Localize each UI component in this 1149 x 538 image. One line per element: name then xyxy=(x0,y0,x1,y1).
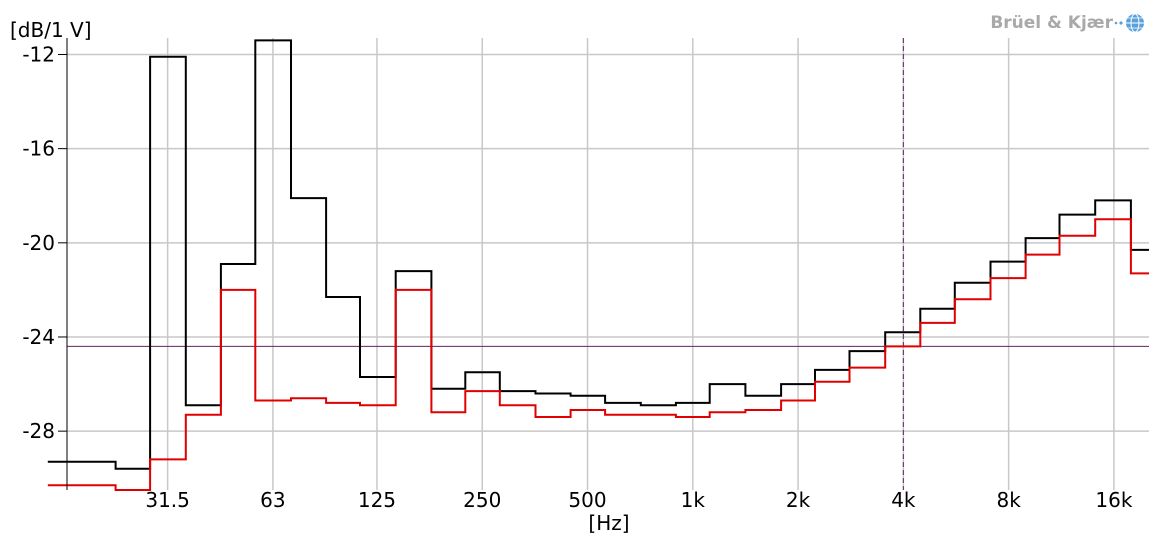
x-tick-label: 8k xyxy=(996,488,1021,512)
x-axis-label: [Hz] xyxy=(588,511,629,535)
x-tick-label: 125 xyxy=(358,488,396,512)
y-axis-label: [dB/1 V] xyxy=(10,18,92,42)
x-tick-label: 63 xyxy=(260,488,285,512)
y-tick-label: -20 xyxy=(22,231,55,255)
x-tick-label: 16k xyxy=(1095,488,1132,512)
brand-logo: Brüel & Kjær xyxy=(990,13,1144,33)
y-tick-label: -28 xyxy=(22,419,55,443)
y-axis: -12 -16 -20 -24 -28 xyxy=(22,42,67,443)
y-tick-label: -16 xyxy=(22,137,55,161)
brand-name: Brüel & Kjær xyxy=(990,13,1113,33)
x-tick-label: 31.5 xyxy=(145,488,190,512)
x-tick-label: 2k xyxy=(786,488,811,512)
x-tick-label: 500 xyxy=(568,488,606,512)
x-tick-label: 1k xyxy=(681,488,706,512)
series-line-2 xyxy=(47,218,1149,491)
x-tick-label: 250 xyxy=(463,488,501,512)
cursor xyxy=(67,38,1149,490)
x-tick-label: 4k xyxy=(891,488,916,512)
x-axis: 31.5 63 125 250 500 1k 2k 4k 8k 16k xyxy=(145,488,1132,512)
series-line-1 xyxy=(47,39,1149,470)
y-tick-label: -24 xyxy=(22,325,55,349)
series-group xyxy=(47,39,1149,491)
grid xyxy=(67,38,1149,490)
y-tick-label: -12 xyxy=(22,42,55,66)
globe-icon xyxy=(1114,13,1144,33)
